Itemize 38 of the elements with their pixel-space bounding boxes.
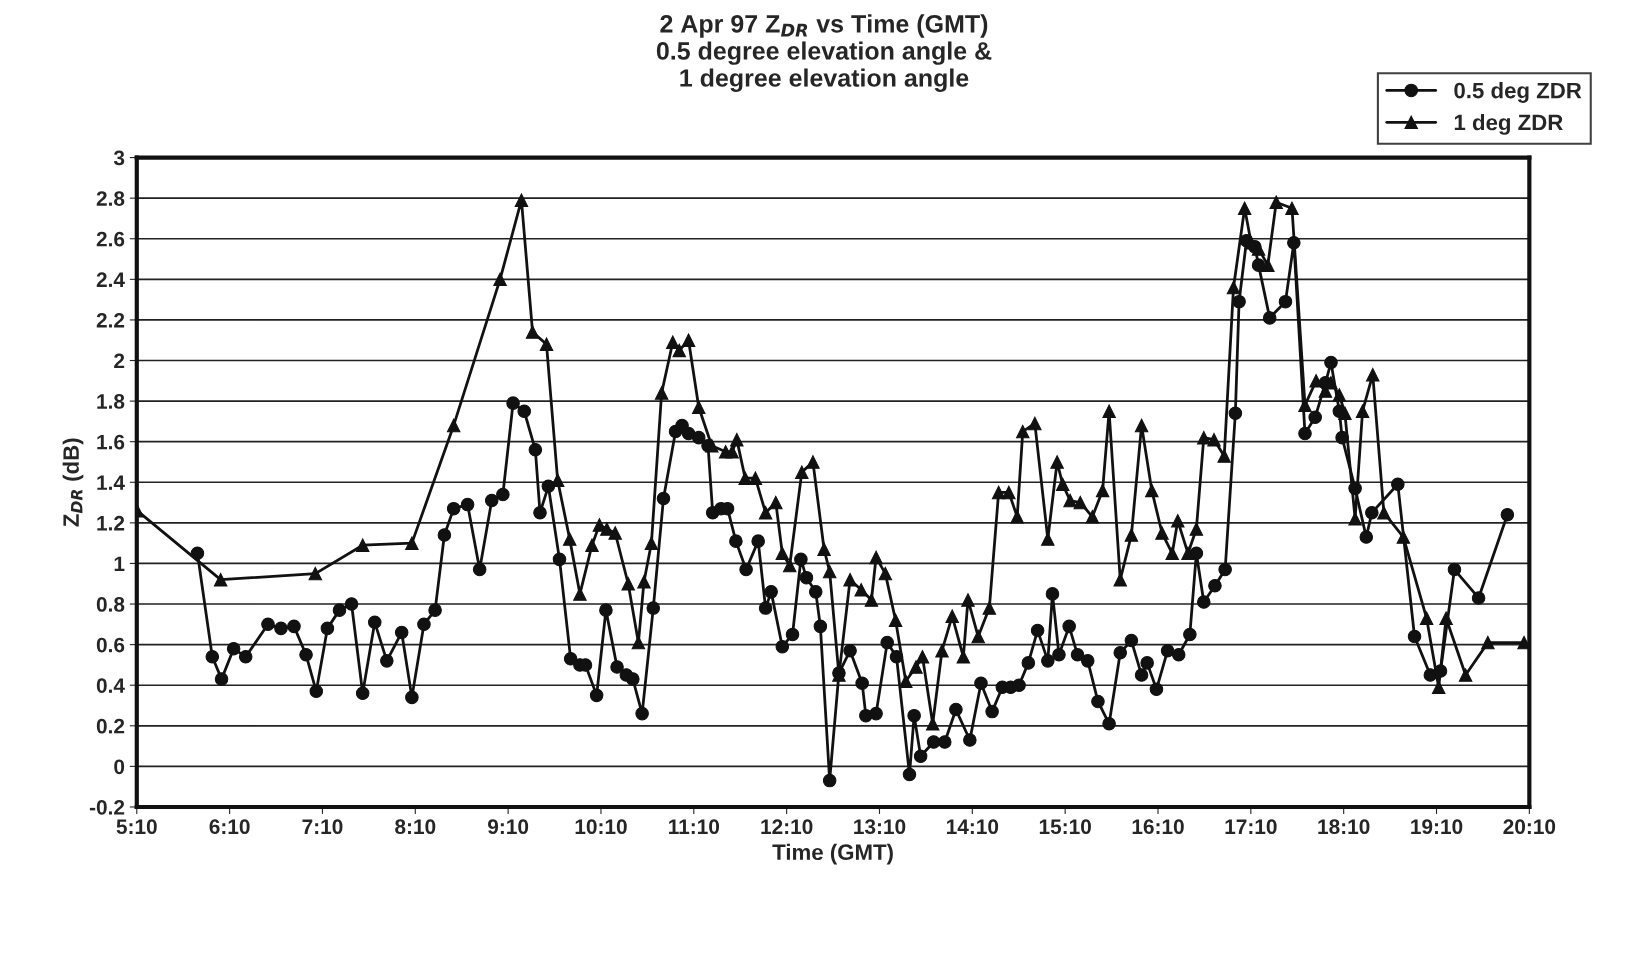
y-tick-label: -0.2	[89, 799, 125, 815]
y-tick-label: 0	[114, 759, 125, 775]
y-tick-label: 3	[113, 150, 125, 166]
y-tick-label: 2.6	[96, 231, 125, 247]
x-tick-label: 9:10	[488, 819, 529, 835]
x-tick-label: 7:10	[302, 819, 343, 835]
y-tick-label: 1.2	[97, 515, 125, 531]
chart-title: 2 Apr 97 Z$_{DR}$ vs Time (GMT) 0.5 degree elevation angle & 1 degree elevation angle	[656, 14, 992, 92]
x-tick-label: 15:10	[1039, 819, 1091, 835]
x-tick-label: 12:10	[761, 819, 813, 835]
y-tick-label: 0.6	[96, 637, 125, 653]
legend-label: 1 deg ZDR	[1454, 114, 1563, 135]
y-axis-title: Z$_{DR}$ (dB)	[62, 438, 84, 527]
x-axis-title: Time (GMT)	[772, 843, 893, 865]
x-tick-label: 16:10	[1132, 819, 1184, 835]
y-tick-label: 2.2	[96, 312, 125, 328]
y-tick-label: 2.8	[96, 191, 125, 206]
legend-label: 0.5 deg ZDR	[1454, 82, 1582, 103]
x-tick-label: 10:10	[575, 819, 627, 835]
y-tick-label: 1.6	[97, 434, 125, 450]
y-tick-label: 0.4	[96, 678, 125, 693]
y-tick-label: 0.8	[96, 597, 125, 612]
x-tick-label: 18:10	[1318, 819, 1370, 835]
x-tick-label: 6:10	[209, 819, 250, 835]
y-tick-label: 1.8	[97, 394, 125, 409]
x-tick-label: 11:10	[669, 819, 720, 835]
y-tick-label: 0.2	[96, 718, 125, 734]
x-tick-label: 20:10	[1503, 819, 1556, 835]
x-tick-label: 19:10	[1411, 819, 1463, 835]
y-tick-label: 1.4	[97, 475, 125, 490]
x-tick-label: 8:10	[395, 819, 436, 835]
x-tick-label: 17:10	[1225, 819, 1277, 835]
y-tick-label: 1	[114, 556, 125, 571]
x-tick-label: 14:10	[946, 819, 999, 835]
y-tick-label: 2	[114, 353, 125, 369]
y-tick-label: 2.4	[96, 272, 125, 287]
x-tick-label: 13:10	[854, 819, 906, 835]
x-tick-label: 5:10	[116, 819, 157, 835]
